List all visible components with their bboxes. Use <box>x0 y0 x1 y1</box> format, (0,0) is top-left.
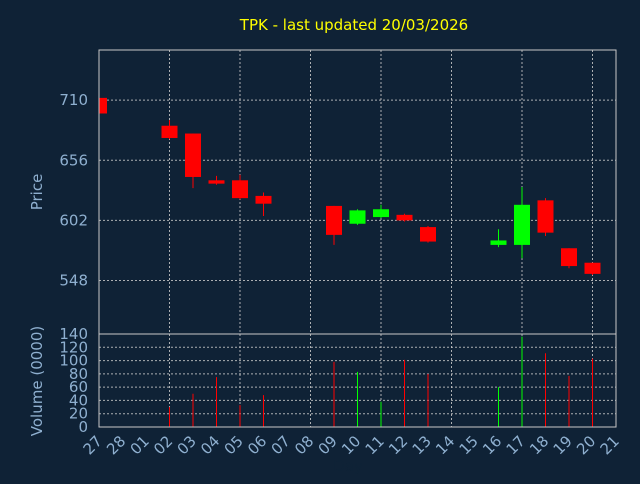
volume-tick-label: 40 <box>69 391 88 409</box>
day-tick-label: 11 <box>362 432 388 458</box>
candle-body <box>255 195 272 204</box>
day-tick-label: 03 <box>174 432 200 458</box>
candles <box>98 96 601 275</box>
volume-tick-label: 0 <box>78 418 88 436</box>
day-tick-label: 21 <box>597 432 623 458</box>
volume-axis-label: Volume (0000) <box>28 326 46 436</box>
candle-body <box>514 204 530 245</box>
candle-body <box>490 240 507 245</box>
volume-tick-label: 60 <box>69 378 88 396</box>
volume-tick-label: 80 <box>69 365 88 383</box>
candle-body <box>185 133 201 177</box>
day-tick-label: 20 <box>573 432 599 458</box>
candle-body <box>99 97 107 114</box>
candle-body <box>349 210 366 224</box>
candle-body <box>561 248 577 267</box>
day-tick-label: 08 <box>291 432 317 458</box>
price-tick-label: 602 <box>59 211 88 229</box>
day-tick-label: 12 <box>385 432 411 458</box>
candle-body <box>326 205 342 235</box>
day-tick-label: 05 <box>221 432 247 458</box>
day-tick-label: 28 <box>103 432 129 458</box>
volume-tick-label: 20 <box>69 405 88 423</box>
candle-body <box>161 125 178 138</box>
day-tick-label: 07 <box>268 432 294 458</box>
candle-body <box>208 180 225 184</box>
day-tick-label: 14 <box>432 432 458 458</box>
day-axis-label: Day <box>333 457 363 475</box>
day-tick-label: 18 <box>526 432 552 458</box>
price-tick-label: 710 <box>59 91 88 109</box>
price-y-ticks: 548 602 656 710 <box>59 91 88 289</box>
candle-body <box>584 262 601 274</box>
day-tick-label: 02 <box>150 432 176 458</box>
day-tick-label: 01 <box>127 432 153 458</box>
candle-body <box>537 200 554 233</box>
price-grid <box>98 50 616 334</box>
volume-tick-label: 140 <box>59 325 88 343</box>
day-x-ticks: 2728010203040506070809101112131415161718… <box>80 432 623 458</box>
candle-body <box>232 180 248 199</box>
day-tick-label: 10 <box>338 432 364 458</box>
price-panel: 548 602 656 710 Price <box>28 49 617 335</box>
day-tick-label: 17 <box>503 432 529 458</box>
price-axis-label: Price <box>28 174 46 211</box>
chart-title: TPK - last updated 20/03/2026 <box>239 16 468 34</box>
candle-body <box>420 227 436 242</box>
day-tick-label: 13 <box>409 432 435 458</box>
volume-tick-label: 100 <box>59 352 88 370</box>
volume-tick-label: 120 <box>59 338 88 356</box>
volume-frame <box>98 333 617 428</box>
candle-body <box>373 209 389 218</box>
day-tick-label: 27 <box>80 432 106 458</box>
price-tick-label: 656 <box>59 151 88 169</box>
volume-bars <box>169 336 593 427</box>
price-frame <box>98 49 617 335</box>
day-tick-label: 19 <box>550 432 576 458</box>
day-tick-label: 09 <box>315 432 341 458</box>
candle-body <box>396 214 413 221</box>
day-tick-label: 06 <box>244 432 270 458</box>
day-tick-label: 04 <box>197 432 223 458</box>
day-tick-label: 16 <box>479 432 505 458</box>
day-tick-label: 15 <box>456 432 482 458</box>
price-tick-label: 548 <box>59 272 88 290</box>
